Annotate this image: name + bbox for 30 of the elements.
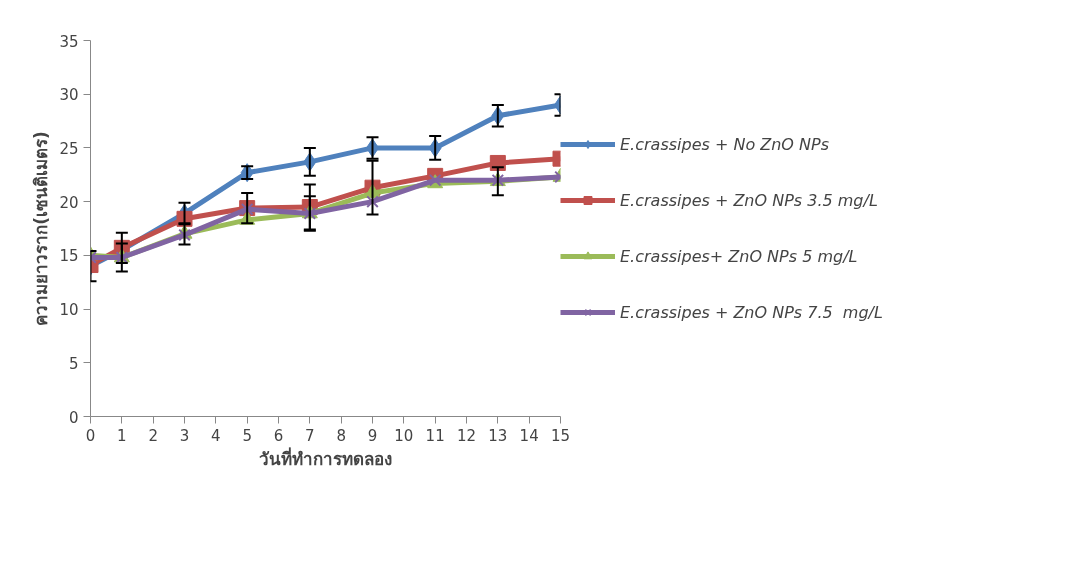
- x-axis-title: วันที่ทำการทดลอง: [259, 446, 392, 469]
- x-tick-label: 12: [456, 426, 477, 445]
- x-tick-label: 1: [117, 426, 127, 445]
- x-tick-label: 11: [425, 426, 445, 445]
- x-tick-label: 13: [488, 426, 508, 445]
- x-tick-label: 6: [273, 426, 284, 445]
- y-tick-label: 20: [59, 193, 79, 212]
- legend-label: E.crassipes + ZnO NPs 3.5 mg/L: [620, 190, 878, 210]
- y-tick-label: 5: [68, 354, 79, 373]
- x-tick-label: 7: [305, 426, 315, 445]
- legend-label: E.crassipes + ZnO NPs 7.5 mg/L: [620, 302, 883, 322]
- y-tick-label: 0: [68, 408, 79, 427]
- x-tick-label: 14: [519, 426, 539, 445]
- x-tick-label: 2: [148, 426, 158, 445]
- y-tick-label: 15: [59, 247, 79, 266]
- x-tick-label: 8: [336, 426, 346, 445]
- y-tick-label: 25: [59, 139, 79, 158]
- x-tick-label: 3: [179, 426, 190, 445]
- x-tick-label: 0: [85, 426, 96, 445]
- y-tick-label: 10: [59, 301, 79, 320]
- x-tick-label: 15: [550, 426, 571, 445]
- y-tick-label: 30: [59, 86, 79, 105]
- legend-label: E.crassipes+ ZnO NPs 5 mg/L: [620, 246, 858, 266]
- y-tick-label: 35: [59, 32, 79, 51]
- legend-label: E.crassipes + No ZnO NPs: [620, 134, 829, 154]
- x-tick-label: 10: [394, 426, 414, 445]
- x-tick-label: 9: [367, 426, 378, 445]
- y-axis-title: ความยาวราก(เซนติเมตร): [31, 131, 52, 326]
- x-tick-label: 5: [242, 426, 252, 445]
- x-tick-label: 4: [211, 426, 221, 445]
